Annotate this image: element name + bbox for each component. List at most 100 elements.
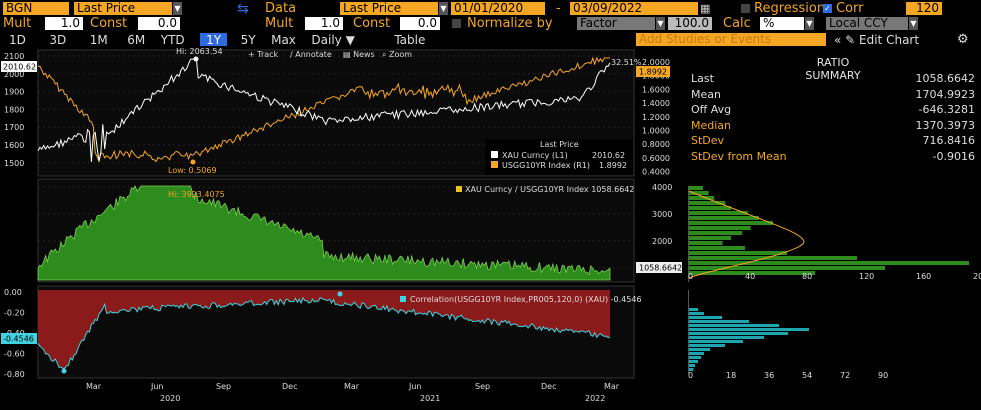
edit-chart-button[interactable]: « ✎ Edit Chart: [834, 33, 920, 47]
ratio-summary-key: Median: [691, 118, 732, 132]
ratio-summary-value: 1704.9923: [915, 87, 976, 101]
field-select[interactable]: Last Price: [74, 2, 172, 15]
right-last-tag-text: 1.8992: [639, 68, 667, 77]
legend-gold-name: XAU Curncy (L1): [502, 151, 568, 160]
tab-ytd[interactable]: YTD: [160, 33, 185, 47]
histogram-bar: [689, 211, 748, 215]
histogram-bar: [689, 368, 694, 371]
zoom-tool[interactable]: ⌕ Zoom: [382, 50, 412, 59]
tab-5y[interactable]: 5Y: [240, 33, 256, 47]
chevron-down-icon[interactable]: ▼: [439, 2, 448, 15]
chevron-down-icon[interactable]: ▼: [805, 17, 814, 30]
tab-frequency[interactable]: Daily ▼: [311, 33, 355, 47]
regression-checkbox[interactable]: [741, 4, 750, 13]
track-tool[interactable]: + Track: [248, 50, 279, 59]
histogram-tick-label: 0: [688, 371, 693, 380]
x-month-label: Jun: [408, 382, 422, 391]
ratio-last-tag: [636, 262, 682, 273]
normalize-label: Normalize by: [467, 16, 553, 31]
right-tick-label: 1.0000: [642, 127, 670, 136]
mult2-input[interactable]: 1.0: [305, 17, 343, 30]
corr-last-tag: [1, 333, 37, 344]
chevron-down-icon[interactable]: ▼: [656, 17, 665, 30]
histogram-axis: [688, 186, 689, 282]
x-year-label: 2020: [160, 394, 180, 403]
tab-max[interactable]: Max: [271, 33, 296, 47]
tab-1y[interactable]: 1Y: [200, 33, 228, 47]
histogram-bar: [689, 191, 709, 195]
left-tick-label: 1600: [4, 141, 24, 150]
price-legend: [485, 139, 633, 175]
tab-table[interactable]: Table: [394, 33, 426, 47]
const-input[interactable]: 0.0: [138, 17, 180, 30]
normalize-select[interactable]: Factor: [577, 17, 655, 30]
correlation-fill: [38, 290, 610, 369]
ratio-summary-value: 1370.3973: [915, 118, 976, 132]
const2-input[interactable]: 0.0: [400, 17, 440, 30]
tab-6m[interactable]: 6M: [127, 33, 146, 47]
factor-input[interactable]: 100.0: [668, 17, 712, 30]
pct-change-label: 32.51%: [611, 58, 642, 67]
swap-arrows-icon[interactable]: ⇆: [237, 1, 249, 17]
start-date-input[interactable]: 01/01/2020: [451, 2, 545, 15]
date-separator: -: [556, 1, 561, 16]
security-input[interactable]: BGN: [3, 2, 69, 15]
ratio-summary-key: Off Avg: [691, 103, 732, 116]
normalize-checkbox[interactable]: [452, 19, 461, 28]
histogram-bar: [689, 226, 751, 230]
ratio-summary-row: StDev from Mean -0.9016: [691, 150, 975, 164]
hi-marker: [193, 56, 199, 62]
left-tick-label: 2100: [4, 52, 24, 61]
gear-icon[interactable]: ⚙: [957, 32, 969, 47]
histogram-bar: [689, 316, 722, 319]
histogram-bar: [689, 340, 743, 343]
x-month-label: Dec: [282, 382, 297, 391]
calendar-icon[interactable]: ▦: [700, 2, 711, 15]
ratio-summary-value: -646.3281: [918, 103, 975, 116]
x-month-label: Mar: [344, 382, 360, 391]
histogram-tick-label: 160: [916, 272, 931, 281]
histogram-tick-label: 80: [802, 272, 812, 281]
add-studies-input[interactable]: Add Studies or Events: [636, 33, 826, 46]
corr-window-input[interactable]: 120: [906, 2, 942, 15]
annotate-tool[interactable]: ∕ Annotate: [290, 50, 332, 59]
chevron-down-icon[interactable]: ▼: [173, 2, 182, 15]
right-tick-label: 1.6000: [642, 85, 670, 94]
histogram-tick-label: 200: [973, 272, 981, 281]
ratio-summary-value: 716.8416: [922, 134, 976, 147]
corr-high-marker: [337, 291, 343, 297]
mult-input[interactable]: 1.0: [45, 17, 83, 30]
histogram-tick-label: 0: [688, 272, 693, 281]
histogram-bar: [689, 201, 726, 205]
calc-select[interactable]: %: [760, 17, 804, 30]
tab-1m[interactable]: 1M: [89, 33, 108, 47]
chevron-down-icon[interactable]: ▼: [909, 17, 918, 30]
histogram-bar: [689, 216, 759, 220]
tab-3d[interactable]: 3D: [49, 33, 67, 47]
data-field-select[interactable]: Last Price: [340, 2, 438, 15]
histogram-axis: [688, 290, 689, 374]
low-marker: [190, 159, 196, 165]
tab-1d[interactable]: 1D: [9, 33, 26, 47]
ratio-legend: XAU Curncy / USGG10YR Index 1058.6642: [465, 185, 634, 194]
histogram-tick-label: 18: [726, 371, 736, 380]
hi-label: Hi: 2063.54: [176, 47, 223, 56]
ratio-area: [37, 185, 611, 281]
legend-yield-name: USGG10YR Index (R1): [502, 161, 590, 170]
corr-legend-swatch: [400, 296, 406, 302]
ratio-summary-key: StDev: [691, 134, 725, 147]
chart-tools: + Track ∕ Annotate ▤ News ⌕ Zoom: [248, 50, 412, 59]
end-date-input[interactable]: 03/09/2022: [570, 2, 698, 15]
right-tick-label: 1.2000: [642, 113, 670, 122]
low-label: Low: 0.5069: [168, 166, 217, 175]
news-tool[interactable]: ▤ News: [343, 50, 375, 59]
right-tick-label: 2.0000: [642, 58, 670, 67]
yield-series-line: [37, 56, 610, 163]
corr-checkbox[interactable]: ✓: [823, 4, 832, 13]
mult2-label: Mult: [265, 16, 294, 31]
x-axis-years: 2020 2021 2022: [160, 394, 605, 403]
legend-title: Last Price: [540, 140, 579, 149]
ccy-select[interactable]: Local CCY: [826, 17, 908, 30]
histogram-bar: [689, 332, 788, 335]
